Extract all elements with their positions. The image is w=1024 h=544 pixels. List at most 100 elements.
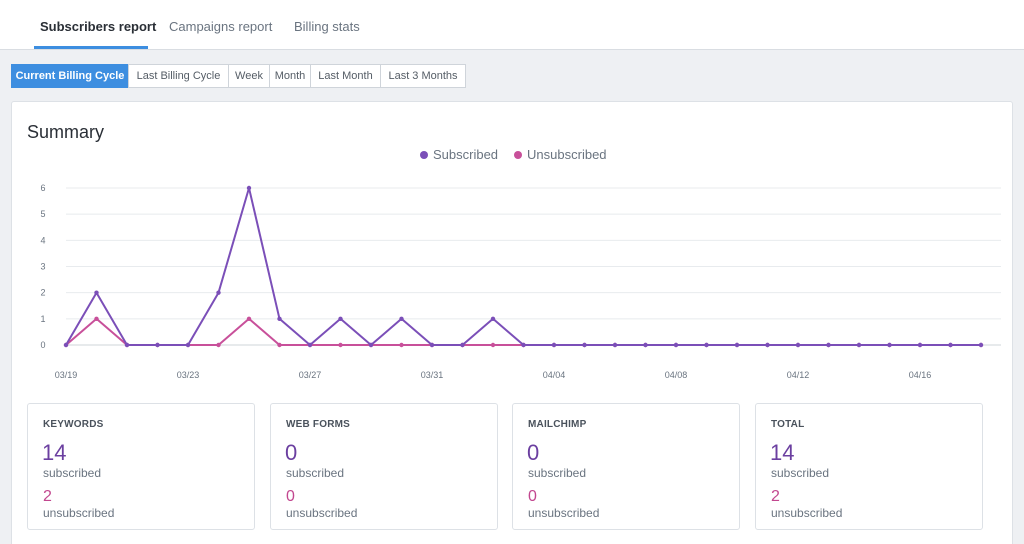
summary-title: Summary	[27, 122, 105, 142]
data-point-unsubscribed	[216, 342, 221, 348]
subscribers-line-chart: 0 1 2 3 4 5 6 03/19 03/23 03/27 03/31 04/04 04/08 04/…	[40, 183, 1001, 380]
active-tab-indicator	[34, 46, 148, 49]
x-tick-label: 03/31	[421, 370, 444, 380]
data-point-subscribed	[185, 342, 191, 348]
legend-item-subscribed[interactable]: Subscribed	[420, 147, 498, 162]
data-point-unsubscribed	[94, 316, 99, 322]
legend-item-unsubscribed[interactable]: Unsubscribed	[514, 147, 607, 162]
x-tick-label: 04/08	[665, 370, 688, 380]
stat-label: TOTAL	[771, 419, 805, 430]
stat-card-total: TOTAL 14 subscribed 2 unsubscribed	[755, 403, 983, 530]
range-current-billing-cycle-button[interactable]: Current Billing Cycle	[11, 64, 129, 88]
data-point-subscribed	[704, 342, 709, 348]
data-point-unsubscribed	[490, 342, 496, 348]
data-point-unsubscribed	[399, 342, 404, 348]
data-point-subscribed	[216, 290, 221, 295]
range-week-button[interactable]: Week	[228, 64, 270, 88]
data-point-subscribed	[521, 342, 526, 348]
date-range-group: Current Billing Cycle Last Billing Cycle…	[11, 64, 466, 88]
data-point-subscribed	[490, 316, 496, 322]
tab-billing-stats[interactable]: Billing stats	[294, 19, 360, 34]
data-point-subscribed	[948, 342, 953, 348]
data-point-unsubscribed	[338, 342, 343, 348]
tab-campaigns-report[interactable]: Campaigns report	[169, 19, 273, 34]
data-point-subscribed	[429, 342, 435, 348]
y-tick-label: 0	[40, 340, 45, 350]
data-point-subscribed	[765, 342, 770, 348]
data-point-unsubscribed	[246, 316, 252, 322]
stat-unsubscribed-count: 2	[43, 488, 52, 505]
stat-unsubscribed-count: 0	[528, 488, 537, 505]
x-tick-label: 03/23	[177, 370, 200, 380]
x-tick-label: 03/19	[55, 370, 78, 380]
data-point-subscribed	[795, 342, 801, 348]
data-point-subscribed	[155, 342, 160, 348]
legend-label-subscribed: Subscribed	[433, 147, 499, 162]
stat-unsubscribed-text: unsubscribed	[286, 506, 358, 520]
stat-subscribed-text: subscribed	[528, 466, 587, 480]
data-point-subscribed	[307, 342, 313, 348]
stat-subscribed-count: 14	[770, 440, 795, 465]
range-last-billing-cycle-button[interactable]: Last Billing Cycle	[128, 64, 229, 88]
stat-subscribed-text: subscribed	[771, 466, 830, 480]
data-point-subscribed	[460, 342, 465, 348]
data-point-subscribed	[978, 342, 984, 348]
tab-subscribers-report[interactable]: Subscribers report	[40, 19, 157, 34]
y-tick-label: 1	[40, 314, 45, 324]
data-point-subscribed	[612, 342, 618, 348]
data-point-subscribed	[399, 316, 404, 322]
stat-unsubscribed-text: unsubscribed	[771, 506, 843, 520]
stat-label: KEYWORDS	[43, 419, 104, 430]
stat-unsubscribed-count: 2	[771, 488, 780, 505]
stat-unsubscribed-text: unsubscribed	[43, 506, 115, 520]
data-point-subscribed	[63, 342, 69, 348]
data-point-subscribed	[338, 316, 343, 322]
y-tick-label: 5	[40, 209, 45, 219]
chart-legend: Subscribed Unsubscribed	[420, 147, 623, 162]
data-point-subscribed	[368, 342, 374, 348]
stat-card-keywords: KEYWORDS 14 subscribed 2 unsubscribed	[27, 403, 255, 530]
stat-subscribed-count: 14	[42, 440, 67, 465]
range-last-month-button[interactable]: Last Month	[310, 64, 381, 88]
unsubscribed-dot-icon	[514, 150, 523, 159]
report-tabs: Subscribers report Campaigns report Bill…	[0, 0, 1024, 50]
stat-label: WEB FORMS	[286, 419, 351, 430]
stat-subscribed-count: 0	[285, 440, 298, 465]
data-point-subscribed	[826, 342, 831, 348]
data-point-subscribed	[94, 290, 99, 295]
x-tick-label: 04/12	[787, 370, 810, 380]
stat-subscribed-text: subscribed	[43, 466, 102, 480]
subscribed-dot-icon	[420, 150, 428, 159]
legend-label-unsubscribed: Unsubscribed	[527, 147, 607, 162]
stat-card-web-forms: WEB FORMS 0 subscribed 0 unsubscribed	[270, 403, 498, 530]
data-point-subscribed	[246, 185, 252, 191]
y-tick-label: 4	[40, 235, 45, 245]
data-point-subscribed	[551, 342, 557, 348]
series-line-unsubscribed	[65, 317, 981, 346]
stat-label: MAILCHIMP	[528, 419, 587, 430]
data-point-subscribed	[856, 342, 862, 348]
data-point-subscribed	[917, 342, 923, 348]
data-point-subscribed	[643, 342, 648, 348]
stat-unsubscribed-count: 0	[286, 488, 295, 505]
data-point-subscribed	[277, 316, 282, 322]
data-point-subscribed	[124, 342, 130, 348]
range-last-3-months-button[interactable]: Last 3 Months	[380, 64, 466, 88]
y-tick-label: 6	[40, 183, 45, 193]
stat-unsubscribed-text: unsubscribed	[528, 506, 600, 520]
x-tick-label: 04/16	[909, 370, 932, 380]
data-point-subscribed	[887, 342, 892, 348]
x-tick-label: 03/27	[299, 370, 322, 380]
data-point-unsubscribed	[277, 342, 282, 348]
data-point-subscribed	[582, 342, 587, 348]
data-point-subscribed	[673, 342, 679, 348]
range-month-button[interactable]: Month	[269, 64, 311, 88]
x-tick-label: 04/04	[543, 370, 566, 380]
y-tick-label: 3	[40, 262, 45, 272]
y-tick-label: 2	[40, 288, 45, 298]
stat-card-mailchimp: MAILCHIMP 0 subscribed 0 unsubscribed	[512, 403, 740, 530]
stat-subscribed-count: 0	[527, 440, 540, 465]
data-point-subscribed	[734, 342, 740, 348]
stat-subscribed-text: subscribed	[286, 466, 345, 480]
